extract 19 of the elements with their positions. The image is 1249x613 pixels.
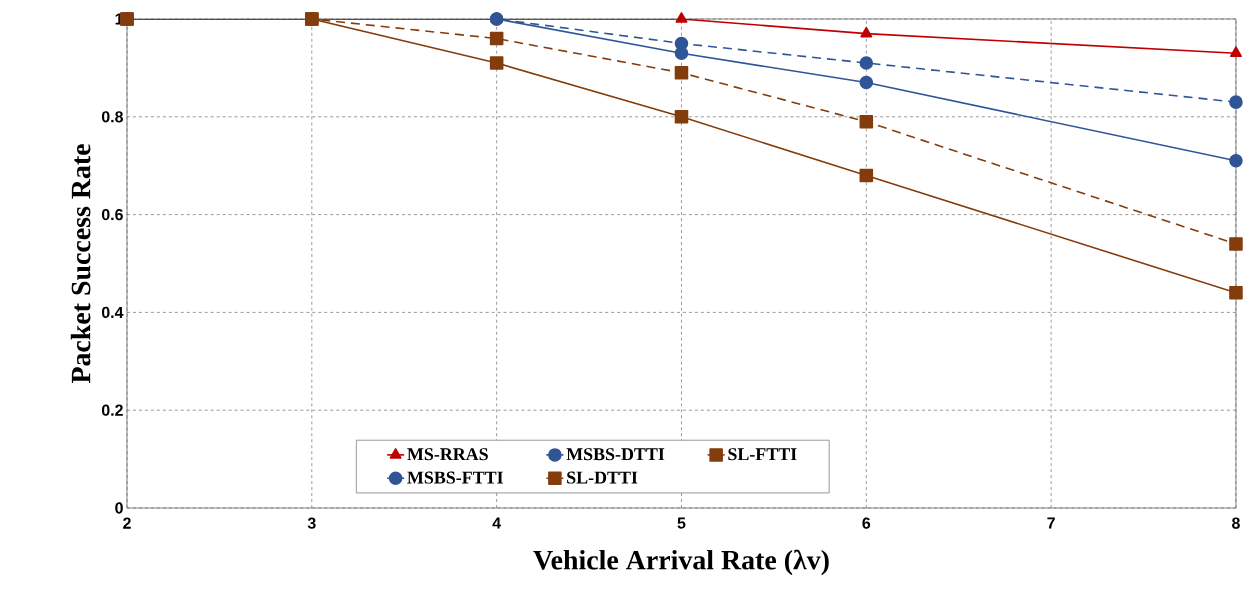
- x-tick-label: 2: [123, 517, 131, 529]
- legend-label: MSBS-FTTI: [407, 471, 503, 484]
- x-tick-label: 3: [307, 517, 316, 529]
- legend-label: MS-RRAS: [407, 448, 488, 461]
- x-tick-label: 8: [1232, 517, 1240, 529]
- legend-label: MSBS-DTTI: [566, 448, 665, 461]
- y-tick-label: 0.8: [101, 111, 123, 123]
- x-tick-label: 4: [492, 517, 501, 529]
- y-tick-label: 0.2: [101, 404, 123, 416]
- y-tick-label: 0: [115, 502, 123, 514]
- x-axis-title: Vehicle Arrival Rate (λv): [533, 549, 829, 576]
- x-tick-label: 7: [1047, 517, 1055, 529]
- x-tick-label: 6: [862, 517, 871, 529]
- legend-label: SL-DTTI: [567, 471, 638, 484]
- x-tick-label: 5: [677, 517, 686, 529]
- y-axis-title: Packet Success Rate: [70, 144, 91, 384]
- y-tick-label: 0.4: [101, 306, 124, 319]
- legend-label: SL-FTTI: [728, 448, 797, 461]
- y-tick-label: 0.6: [101, 208, 123, 221]
